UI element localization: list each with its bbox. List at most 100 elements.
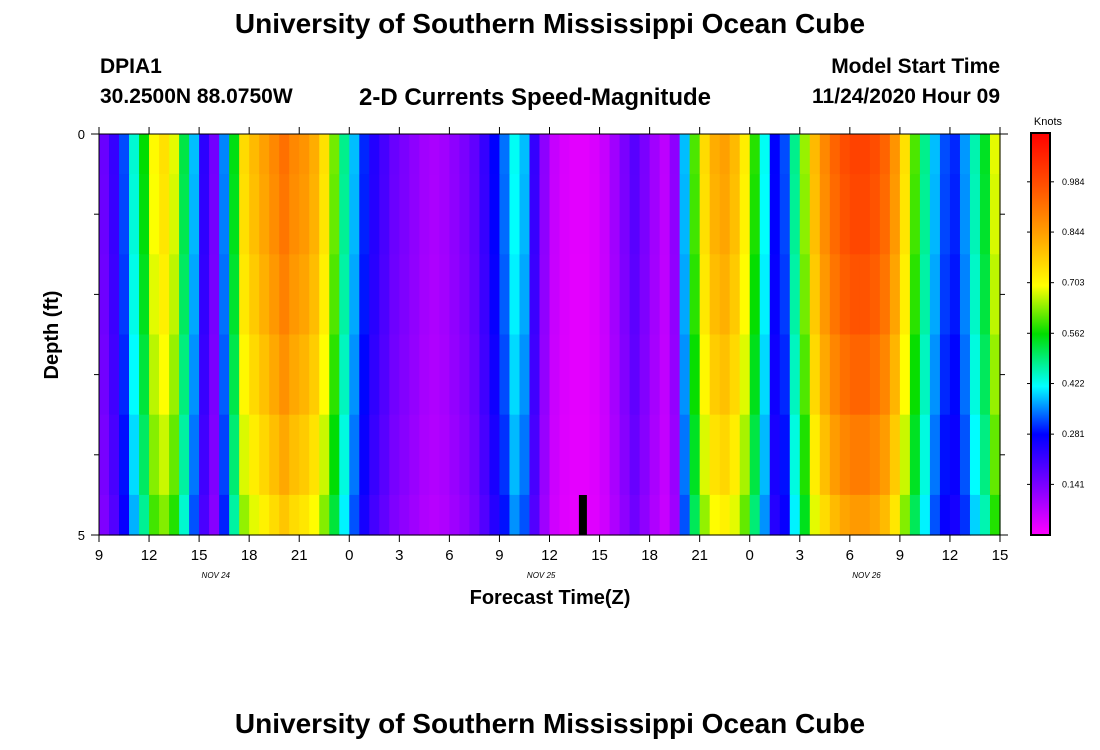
heatmap-cell bbox=[659, 334, 671, 416]
heatmap-cell bbox=[909, 134, 921, 175]
x-tick-label: 18 bbox=[641, 547, 658, 564]
heatmap-cells bbox=[99, 134, 1001, 536]
heatmap-cell bbox=[149, 174, 160, 255]
heatmap-cell bbox=[299, 414, 310, 496]
heatmap-cell bbox=[289, 174, 300, 255]
heatmap-cell bbox=[679, 334, 691, 416]
heatmap-cell bbox=[669, 334, 681, 416]
heatmap-cell bbox=[229, 254, 240, 336]
heatmap-cell bbox=[109, 254, 120, 336]
heatmap-cell bbox=[129, 334, 140, 416]
heatmap-cell bbox=[579, 254, 591, 336]
heatmap-cell bbox=[769, 334, 781, 416]
heatmap-cell bbox=[349, 494, 360, 536]
heatmap-cell bbox=[539, 254, 551, 336]
heatmap-cell bbox=[609, 494, 621, 536]
heatmap-cell bbox=[339, 134, 350, 175]
heatmap-cell bbox=[459, 494, 471, 536]
x-tick-label: 12 bbox=[141, 547, 158, 564]
heatmap-cell bbox=[759, 134, 771, 175]
heatmap-cell bbox=[719, 254, 731, 336]
heatmap-cell bbox=[649, 174, 661, 255]
heatmap-cell bbox=[789, 334, 801, 416]
heatmap-cell bbox=[99, 254, 110, 336]
heatmap-cell bbox=[499, 494, 511, 536]
heatmap-cell bbox=[569, 494, 581, 536]
heatmap-cell bbox=[979, 494, 991, 536]
heatmap-cell bbox=[879, 414, 891, 496]
heatmap-cell bbox=[149, 134, 160, 175]
heatmap-cell bbox=[389, 414, 400, 496]
heatmap-cell bbox=[159, 494, 170, 536]
heatmap-cell bbox=[449, 134, 460, 175]
heatmap-cell bbox=[379, 254, 390, 336]
heatmap-cell bbox=[329, 174, 340, 255]
heatmap-cell bbox=[979, 174, 991, 255]
heatmap-cell bbox=[949, 134, 961, 175]
heatmap-cell bbox=[799, 134, 811, 175]
heatmap-cell bbox=[649, 134, 661, 175]
heatmap-cell bbox=[739, 254, 751, 336]
heatmap-cell bbox=[419, 334, 430, 416]
heatmap-cell bbox=[449, 494, 460, 536]
footer-title: University of Southern Mississippi Ocean… bbox=[234, 708, 866, 739]
heatmap-cell bbox=[789, 254, 801, 336]
heatmap-cell bbox=[649, 254, 661, 336]
heatmap-cell bbox=[129, 254, 140, 336]
heatmap-cell bbox=[279, 334, 290, 416]
heatmap-cell bbox=[929, 494, 941, 536]
heatmap-cell bbox=[889, 334, 901, 416]
heatmap-cell bbox=[959, 414, 971, 496]
heatmap-cell bbox=[629, 414, 641, 496]
heatmap-cell bbox=[369, 414, 380, 496]
heatmap-cell bbox=[389, 174, 400, 255]
heatmap-cell bbox=[439, 174, 450, 255]
heatmap-cell bbox=[789, 414, 801, 496]
heatmap-cell bbox=[699, 134, 711, 175]
heatmap-cell bbox=[249, 254, 260, 336]
heatmap-cell bbox=[689, 254, 701, 336]
heatmap-cell bbox=[399, 254, 410, 336]
heatmap-cell bbox=[709, 174, 721, 255]
heatmap-cell bbox=[159, 414, 170, 496]
heatmap-cell bbox=[919, 334, 931, 416]
heatmap-cell bbox=[499, 134, 511, 175]
heatmap-cell bbox=[769, 134, 781, 175]
heatmap-cell bbox=[219, 254, 230, 336]
heatmap-cell bbox=[729, 134, 741, 175]
heatmap-cell bbox=[369, 134, 380, 175]
heatmap-cell bbox=[359, 334, 370, 416]
heatmap-cell bbox=[799, 334, 811, 416]
heatmap-cell bbox=[489, 494, 501, 536]
heatmap-cell bbox=[199, 134, 210, 175]
heatmap-cell bbox=[489, 254, 501, 336]
heatmap-cell bbox=[449, 414, 460, 496]
heatmap-cell bbox=[479, 134, 491, 175]
heatmap-cell bbox=[289, 134, 300, 175]
heatmap-cell bbox=[869, 334, 881, 416]
heatmap-cell bbox=[119, 134, 130, 175]
heatmap-cell bbox=[329, 134, 340, 175]
heatmap-cell bbox=[369, 334, 380, 416]
heatmap-cell bbox=[739, 334, 751, 416]
heatmap-cell bbox=[829, 494, 841, 536]
heatmap-cell bbox=[159, 174, 170, 255]
heatmap-cell bbox=[639, 414, 651, 496]
model-start-value: 11/24/2020 Hour 09 bbox=[812, 85, 1000, 108]
heatmap-cell bbox=[489, 174, 501, 255]
heatmap-cell bbox=[939, 134, 951, 175]
heatmap-cell bbox=[299, 174, 310, 255]
heatmap-cell bbox=[689, 334, 701, 416]
heatmap-cell bbox=[309, 254, 320, 336]
heatmap-cell bbox=[439, 494, 450, 536]
heatmap-cell bbox=[129, 134, 140, 175]
heatmap-cell bbox=[569, 254, 581, 336]
heatmap-cell bbox=[969, 174, 981, 255]
heatmap-cell bbox=[559, 414, 571, 496]
heatmap-cell bbox=[689, 134, 701, 175]
heatmap-cell bbox=[589, 134, 601, 175]
heatmap-cell bbox=[169, 334, 180, 416]
heatmap-cell bbox=[779, 254, 791, 336]
heatmap-cell bbox=[979, 134, 991, 175]
heatmap-cell bbox=[209, 134, 220, 175]
